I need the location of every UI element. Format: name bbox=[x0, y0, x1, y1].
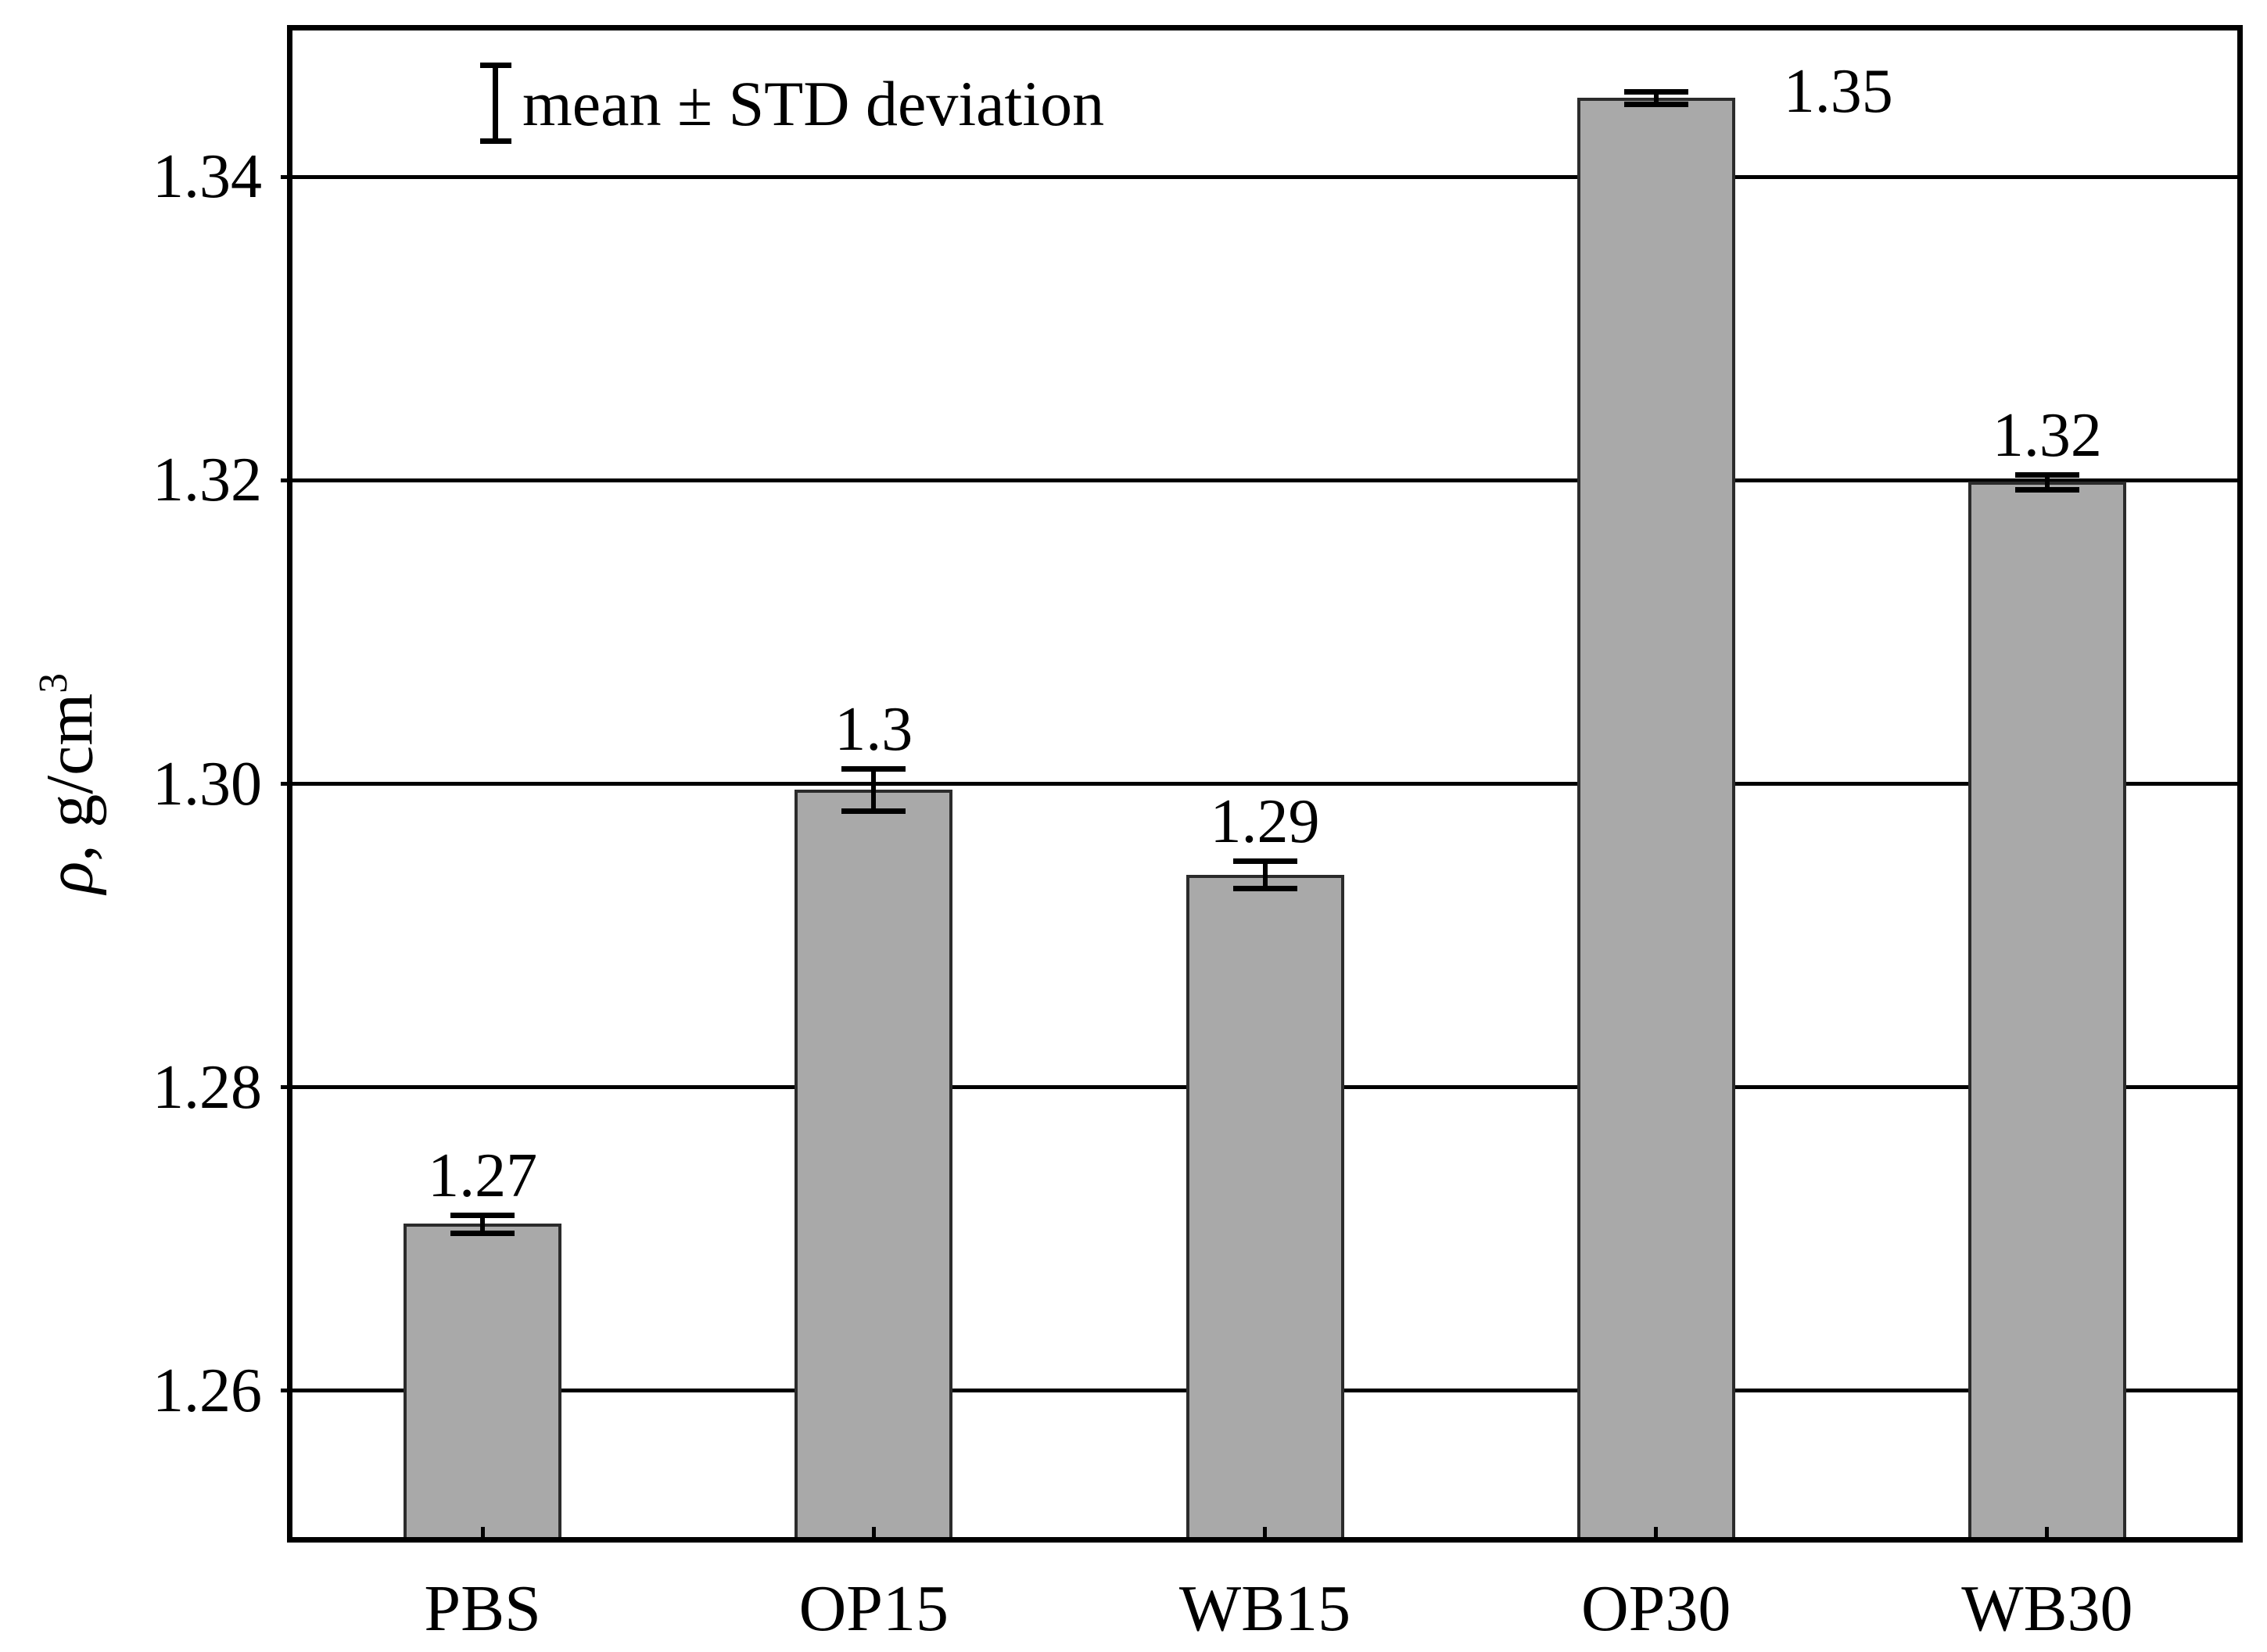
errorbar-icon-stem bbox=[493, 63, 498, 144]
x-tick bbox=[871, 1527, 876, 1538]
plot-area: 1.27 1.3 1.29 1.35 1.32 mean ± STD deviation bbox=[281, 25, 2243, 1543]
error-bar-cap-top bbox=[450, 1212, 515, 1218]
errorbar-icon-bottom-cap bbox=[480, 138, 511, 144]
x-axis-label: PBS bbox=[424, 1572, 541, 1645]
y-tick-label: 1.30 bbox=[152, 749, 262, 819]
y-tick-label: 1.26 bbox=[152, 1356, 262, 1425]
error-bar-cap-bottom bbox=[841, 808, 906, 815]
errorbar-icon bbox=[480, 63, 511, 144]
x-axis-label: OP30 bbox=[1580, 1572, 1731, 1645]
bar-pbs bbox=[404, 1224, 562, 1543]
bar-wb15 bbox=[1186, 874, 1344, 1543]
error-bar-stem bbox=[1262, 861, 1268, 889]
error-bar-cap-bottom bbox=[2014, 486, 2079, 493]
error-bar-stem bbox=[480, 1214, 486, 1234]
legend: mean ± STD deviation bbox=[480, 63, 1104, 144]
y-tick-label: 1.28 bbox=[152, 1052, 262, 1122]
bar-value-label: 1.27 bbox=[428, 1141, 538, 1210]
x-ticks-layer bbox=[287, 25, 2243, 1543]
bars-layer bbox=[287, 25, 2243, 1543]
y-axis-title-symbol: ρ bbox=[31, 861, 107, 894]
bar-value-label: 1.3 bbox=[834, 695, 913, 765]
error-bar-stem bbox=[1653, 91, 1659, 104]
error-bar-stem bbox=[871, 769, 877, 812]
gridline bbox=[281, 782, 2243, 786]
error-bar-cap-top bbox=[1232, 858, 1297, 865]
x-axis-label: OP15 bbox=[798, 1572, 949, 1645]
gridline bbox=[281, 478, 2243, 482]
bar-op30 bbox=[1576, 98, 1735, 1543]
x-tick bbox=[1263, 1527, 1267, 1538]
bar-wb30 bbox=[1967, 482, 2126, 1543]
bar-value-label: 1.32 bbox=[1992, 400, 2102, 470]
error-bar-cap-bottom bbox=[1232, 886, 1297, 892]
bar-op15 bbox=[795, 790, 953, 1543]
y-tick-label: 1.32 bbox=[152, 446, 262, 515]
error-bar-cap-top bbox=[2014, 471, 2079, 478]
legend-label: mean ± STD deviation bbox=[522, 67, 1105, 139]
error-bar-cap-bottom bbox=[1623, 101, 1688, 107]
x-axis-label: WB30 bbox=[1961, 1572, 2133, 1645]
x-tick bbox=[1654, 1527, 1659, 1538]
y-axis-title-exponent: 3 bbox=[31, 672, 77, 693]
error-bar-cap-top bbox=[841, 766, 906, 772]
errorbars-layer bbox=[287, 25, 2243, 1543]
error-bar-stem bbox=[2044, 474, 2050, 489]
bar-value-label: 1.35 bbox=[1783, 57, 1893, 127]
x-tick bbox=[2045, 1527, 2050, 1538]
error-bar-cap-top bbox=[1623, 89, 1688, 95]
gridline bbox=[281, 174, 2243, 179]
value-labels-layer: 1.27 1.3 1.29 1.35 1.32 bbox=[287, 25, 2243, 1543]
y-tick-label: 1.34 bbox=[152, 142, 262, 212]
error-bar-cap-bottom bbox=[450, 1231, 515, 1237]
x-axis-label: WB15 bbox=[1178, 1572, 1351, 1645]
bar-value-label: 1.29 bbox=[1210, 787, 1320, 857]
x-tick bbox=[480, 1527, 485, 1538]
